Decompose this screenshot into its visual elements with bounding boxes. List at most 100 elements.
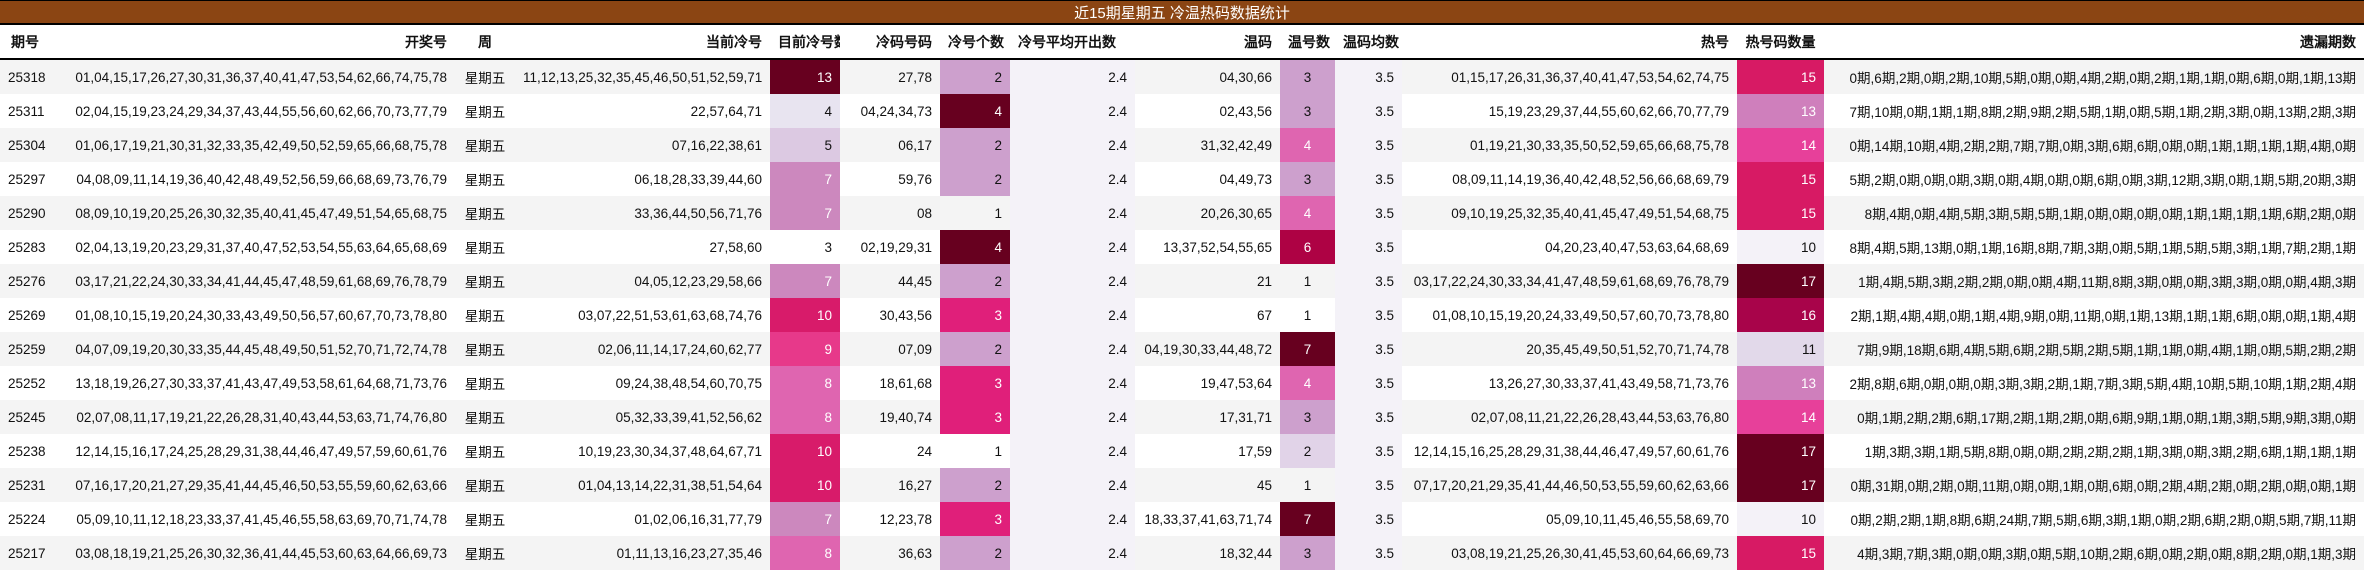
cell-hot-codes: 13,26,27,30,33,37,41,43,49,58,71,73,76 (1402, 366, 1737, 400)
cell-weekday: 星期五 (455, 162, 515, 196)
cell-hot-count: 15 (1737, 196, 1824, 230)
cell-warm-avg: 3.5 (1335, 502, 1402, 536)
cell-draw: 01,06,17,19,21,30,31,32,33,35,42,49,50,5… (50, 128, 455, 162)
header-hot-codes[interactable]: 热号 (1402, 25, 1737, 60)
header-warm-count[interactable]: 温号数 (1280, 25, 1335, 60)
cell-issue: 25252 (0, 366, 50, 400)
cell-cold-count: 2 (940, 264, 1010, 298)
cell-cold-avg: 2.4 (1010, 264, 1135, 298)
header-issue[interactable]: 期号 (0, 25, 50, 60)
table-row[interactable]: 25318 01,04,15,17,26,27,30,31,36,37,40,4… (0, 59, 2364, 94)
cell-cold-current-count: 13 (770, 59, 840, 94)
cell-warm-count: 4 (1280, 366, 1335, 400)
cell-issue: 25217 (0, 536, 50, 570)
cell-issue: 25304 (0, 128, 50, 162)
table-row[interactable]: 25259 04,07,09,19,20,30,33,35,44,45,48,4… (0, 332, 2364, 366)
cell-warm-count: 3 (1280, 94, 1335, 128)
header-row: 期号 开奖号 周 当前冷号 目前冷号数 冷码号码 冷号个数 冷号平均开出数 温码… (0, 25, 2364, 60)
cell-warm-avg: 3.5 (1335, 366, 1402, 400)
cell-cold-codes: 44,45 (840, 264, 940, 298)
cell-weekday: 星期五 (455, 536, 515, 570)
cell-cold-codes: 24 (840, 434, 940, 468)
cell-hot-count: 10 (1737, 502, 1824, 536)
table-row[interactable]: 25297 04,08,09,11,14,19,36,40,42,48,49,5… (0, 162, 2364, 196)
cell-miss: 0期,14期,10期,4期,2期,2期,7期,7期,0期,3期,6期,6期,0期… (1824, 128, 2364, 162)
header-hot-count[interactable]: 热号码数量 (1737, 25, 1824, 60)
cell-draw: 04,08,09,11,14,19,36,40,42,48,49,52,56,5… (50, 162, 455, 196)
cell-cold-current: 11,12,13,25,32,35,45,46,50,51,52,59,71 (515, 59, 770, 94)
cell-warm-codes: 45 (1135, 468, 1280, 502)
table-row[interactable]: 25252 13,18,19,26,27,30,33,37,41,43,47,4… (0, 366, 2364, 400)
cell-hot-count: 13 (1737, 94, 1824, 128)
cell-warm-avg: 3.5 (1335, 94, 1402, 128)
cell-cold-avg: 2.4 (1010, 94, 1135, 128)
cell-warm-count: 3 (1280, 400, 1335, 434)
cell-hot-codes: 03,08,19,21,25,26,30,41,45,53,60,64,66,6… (1402, 536, 1737, 570)
header-warm-codes[interactable]: 温码 (1135, 25, 1280, 60)
cell-warm-avg: 3.5 (1335, 434, 1402, 468)
cell-hot-codes: 03,17,22,24,30,33,34,41,47,48,59,61,68,6… (1402, 264, 1737, 298)
table-row[interactable]: 25231 07,16,17,20,21,27,29,35,41,44,45,4… (0, 468, 2364, 502)
cell-cold-current: 01,04,13,14,22,31,38,51,54,64 (515, 468, 770, 502)
cell-cold-count: 3 (940, 400, 1010, 434)
header-draw[interactable]: 开奖号 (50, 25, 455, 60)
cell-issue: 25283 (0, 230, 50, 264)
cell-warm-count: 4 (1280, 196, 1335, 230)
cell-cold-current-count: 7 (770, 264, 840, 298)
cell-hot-count: 10 (1737, 230, 1824, 264)
cell-warm-codes: 04,30,66 (1135, 59, 1280, 94)
table-row[interactable]: 25304 01,06,17,19,21,30,31,32,33,35,42,4… (0, 128, 2364, 162)
header-weekday[interactable]: 周 (455, 25, 515, 60)
cell-cold-current-count: 7 (770, 502, 840, 536)
cell-hot-count: 15 (1737, 59, 1824, 94)
cell-miss: 8期,4期,5期,13期,0期,1期,16期,8期,7期,3期,0期,5期,1期… (1824, 230, 2364, 264)
cell-cold-current: 10,19,23,30,34,37,48,64,67,71 (515, 434, 770, 468)
cell-weekday: 星期五 (455, 59, 515, 94)
cell-cold-current-count: 10 (770, 434, 840, 468)
header-miss[interactable]: 遗漏期数 (1824, 25, 2364, 60)
cell-hot-count: 16 (1737, 298, 1824, 332)
cell-cold-count: 4 (940, 94, 1010, 128)
table-row[interactable]: 25217 03,08,18,19,21,25,26,30,32,36,41,4… (0, 536, 2364, 570)
table-row[interactable]: 25276 03,17,21,22,24,30,33,34,41,44,45,4… (0, 264, 2364, 298)
table-row[interactable]: 25283 02,04,13,19,20,23,29,31,37,40,47,5… (0, 230, 2364, 264)
cell-cold-current-count: 9 (770, 332, 840, 366)
table-row[interactable]: 25238 12,14,15,16,17,24,25,28,29,31,38,4… (0, 434, 2364, 468)
header-cold-current-count[interactable]: 目前冷号数 (770, 25, 840, 60)
cell-warm-avg: 3.5 (1335, 162, 1402, 196)
cell-draw: 01,08,10,15,19,20,24,30,33,43,49,50,56,5… (50, 298, 455, 332)
cell-cold-count: 2 (940, 59, 1010, 94)
cell-warm-avg: 3.5 (1335, 298, 1402, 332)
header-warm-avg[interactable]: 温码均数 (1335, 25, 1402, 60)
cell-cold-avg: 2.4 (1010, 162, 1135, 196)
cell-cold-count: 3 (940, 502, 1010, 536)
header-cold-avg[interactable]: 冷号平均开出数 (1010, 25, 1135, 60)
cell-cold-count: 3 (940, 298, 1010, 332)
cell-warm-count: 6 (1280, 230, 1335, 264)
cell-cold-avg: 2.4 (1010, 434, 1135, 468)
table-row[interactable]: 25245 02,07,08,11,17,19,21,22,26,28,31,4… (0, 400, 2364, 434)
cell-weekday: 星期五 (455, 332, 515, 366)
cell-cold-current-count: 7 (770, 162, 840, 196)
header-cold-count[interactable]: 冷号个数 (940, 25, 1010, 60)
cell-miss: 8期,4期,0期,4期,5期,3期,5期,5期,1期,0期,0期,0期,0期,1… (1824, 196, 2364, 230)
cell-warm-avg: 3.5 (1335, 59, 1402, 94)
cell-cold-avg: 2.4 (1010, 59, 1135, 94)
cell-cold-codes: 19,40,74 (840, 400, 940, 434)
table-title: 近15期星期五 冷温热码数据统计 (0, 0, 2364, 25)
cell-draw: 03,17,21,22,24,30,33,34,41,44,45,47,48,5… (50, 264, 455, 298)
table-row[interactable]: 25311 02,04,15,19,23,24,29,34,37,43,44,5… (0, 94, 2364, 128)
cell-warm-avg: 3.5 (1335, 230, 1402, 264)
cell-draw: 05,09,10,11,12,18,23,33,37,41,45,46,55,5… (50, 502, 455, 536)
table-row[interactable]: 25290 08,09,10,19,20,25,26,30,32,35,40,4… (0, 196, 2364, 230)
cell-draw: 07,16,17,20,21,27,29,35,41,44,45,46,50,5… (50, 468, 455, 502)
header-cold-current[interactable]: 当前冷号 (515, 25, 770, 60)
header-cold-codes[interactable]: 冷码号码 (840, 25, 940, 60)
cell-cold-current-count: 8 (770, 400, 840, 434)
cell-warm-count: 1 (1280, 468, 1335, 502)
cell-cold-current: 02,06,11,14,17,24,60,62,77 (515, 332, 770, 366)
cell-weekday: 星期五 (455, 468, 515, 502)
cell-miss: 7期,9期,18期,6期,4期,5期,6期,2期,5期,2期,5期,1期,1期,… (1824, 332, 2364, 366)
table-row[interactable]: 25269 01,08,10,15,19,20,24,30,33,43,49,5… (0, 298, 2364, 332)
table-row[interactable]: 25224 05,09,10,11,12,18,23,33,37,41,45,4… (0, 502, 2364, 536)
